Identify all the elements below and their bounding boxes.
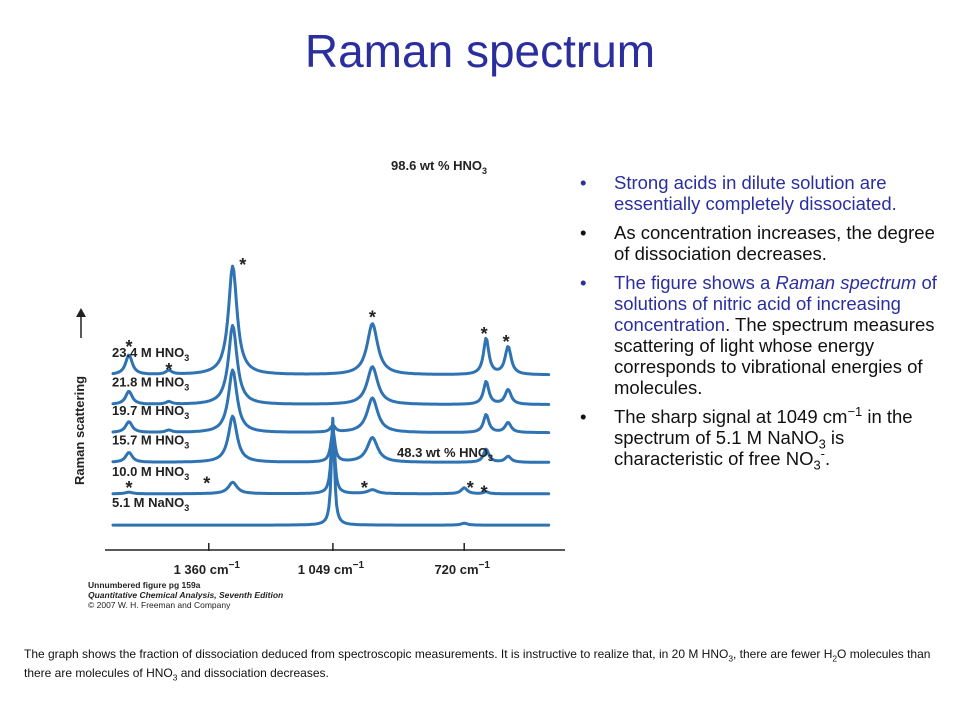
text-run: 3: [728, 653, 733, 664]
x-axis-ticks: 1 360 cm−1 1 049 cm−1 720 cm−1: [174, 543, 490, 577]
bullet-dot: •: [580, 222, 587, 243]
peak-star-marker: *: [125, 478, 132, 498]
credit-line: © 2007 W. H. Freeman and Company: [88, 600, 231, 610]
series-label: 10.0 M HNO3: [112, 464, 189, 482]
wt-percent-label: 48.3 wt % HNO3: [397, 445, 493, 463]
peak-star-marker: *: [481, 482, 488, 502]
peak-star-marker: *: [203, 473, 210, 493]
text-run: . The spectrum measures scattering of li…: [614, 314, 935, 398]
text-run: .: [824, 448, 831, 469]
peak-star-marker: *: [361, 478, 368, 498]
text-run: O molecules than there are molecules of …: [24, 647, 931, 680]
text-run: The graph shows the fraction of dissocia…: [24, 647, 729, 661]
bullet-list: • Strong acids in dilute solution are ess…: [578, 172, 950, 477]
text-run: As concentration increases, the degree o…: [614, 222, 935, 264]
spectrum-curve: [111, 416, 551, 527]
spectrum-curves: [111, 264, 551, 527]
text-run: The sharp signal at 1049 cm: [614, 406, 848, 427]
peak-star-marker: *: [467, 478, 474, 498]
text-run: Raman spectrum: [775, 272, 917, 293]
bullet-item: • The sharp signal at 1049 cm−1 in the sp…: [578, 403, 950, 472]
y-axis-label: Raman scattering: [72, 376, 87, 485]
wt-labels: 98.6 wt % HNO3 48.3 wt % HNO3: [391, 158, 493, 463]
text-run: Strong acids in dilute solution are esse…: [614, 172, 897, 214]
x-tick-label: 1 049 cm−1: [298, 560, 365, 577]
text-run: The figure shows a: [614, 272, 776, 293]
bullet-item: • As concentration increases, the degree …: [578, 222, 950, 264]
y-axis-arrow-head: [76, 308, 86, 317]
series-label: 21.8 M HNO3: [112, 375, 189, 393]
bullet-dot: •: [580, 172, 587, 193]
text-run: 3: [172, 672, 178, 683]
text-run: and dissociation decreases.: [177, 666, 329, 680]
wt-percent-label: 98.6 wt % HNO3: [391, 158, 487, 176]
credit-line: Unnumbered figure pg 159a: [88, 580, 201, 590]
series-label: 5.1 M NaNO3: [112, 495, 189, 513]
spectrum-curve: [111, 264, 551, 377]
peak-star-marker: *: [165, 360, 172, 380]
text-run: −1: [847, 403, 863, 419]
series-label: 19.7 M HNO3: [112, 403, 189, 421]
peak-star-marker: *: [239, 255, 246, 275]
text-run: 3: [818, 436, 826, 452]
x-tick-label: 1 360 cm−1: [174, 560, 241, 577]
series-label: 15.7 M HNO3: [112, 432, 189, 450]
text-run: -: [820, 445, 825, 461]
bullet-dot: •: [580, 406, 587, 427]
peak-markers: * * * * * * * * * * *: [125, 255, 509, 502]
peak-star-marker: *: [481, 324, 488, 344]
slide-title: Raman spectrum: [304, 25, 656, 77]
text-run: in the spectrum of 5.1 M NaNO: [614, 406, 913, 448]
series-label: 23.4 M HNO3: [112, 345, 189, 363]
credit-line: Quantitative Chemical Analysis, Seventh …: [88, 590, 283, 600]
spectrum-curve: [111, 324, 551, 406]
series-labels: 23.4 M HNO3 21.8 M HNO3 19.7 M HNO3 15.7 M …: [112, 345, 189, 513]
peak-star-marker: *: [369, 308, 376, 328]
y-axis-label-group: Raman scattering: [72, 308, 87, 485]
text-run: 3: [813, 457, 821, 473]
bullet-item: • Strong acids in dilute solution are ess…: [578, 172, 950, 214]
text-run: 2: [832, 653, 838, 664]
raman-spectrum-chart: Raman scattering 1 360 cm−1 1 049 cm−1 720…: [72, 158, 565, 610]
footer-note: The graph shows the fraction of dissocia…: [24, 645, 944, 683]
bullet-item: • The figure shows a Raman spectrum of so…: [578, 272, 950, 398]
bullet-dot: •: [580, 272, 587, 293]
spectrum-curve: [111, 368, 551, 435]
peak-star-marker: *: [503, 332, 510, 352]
text-run: of solutions of nitric acid of increasin…: [614, 272, 937, 335]
peak-star-marker: *: [125, 337, 132, 357]
text-run: is characteristic of free NO: [614, 427, 845, 469]
x-tick-label: 720 cm−1: [434, 560, 490, 577]
text-run: , there are fewer H: [733, 647, 833, 661]
